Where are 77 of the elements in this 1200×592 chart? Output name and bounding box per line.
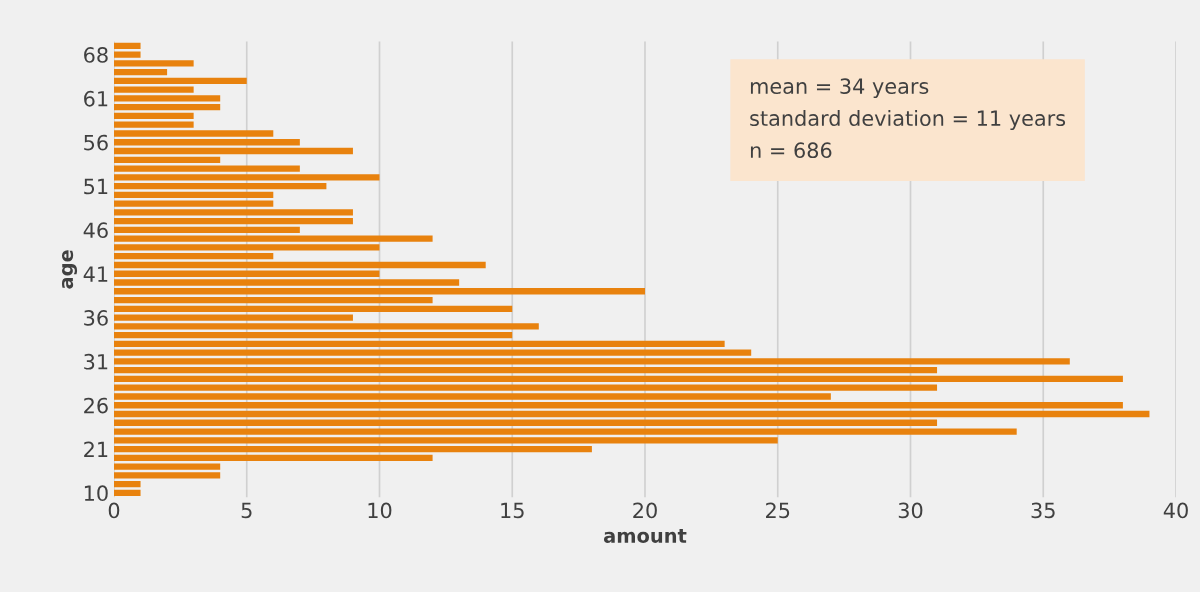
bar — [114, 463, 221, 470]
bar — [114, 489, 141, 497]
y-tick-label: 51 — [84, 178, 108, 195]
bar — [114, 42, 141, 49]
bar — [114, 77, 247, 85]
bar — [114, 130, 274, 137]
bar — [114, 209, 353, 216]
bar — [114, 182, 327, 190]
x-tick-label: 40 — [1163, 502, 1188, 519]
bar — [114, 86, 194, 93]
bar — [114, 165, 300, 172]
bar — [114, 174, 380, 181]
bar — [114, 147, 353, 155]
bar — [114, 480, 141, 488]
y-tick-label: 68 — [84, 47, 108, 63]
bar — [114, 314, 353, 321]
bar — [114, 60, 194, 67]
x-tick-label: 5 — [241, 502, 252, 519]
x-tick-label: 0 — [108, 502, 120, 519]
y-tick-label: 36 — [84, 310, 108, 326]
y-tick-label: 61 — [84, 90, 108, 107]
y-tick-label: 26 — [84, 397, 108, 414]
annotation: n = 686 — [750, 142, 832, 159]
x-tick-label: 30 — [898, 502, 923, 519]
bar — [114, 68, 168, 76]
bar — [114, 323, 539, 330]
bar — [114, 296, 433, 304]
bar — [114, 112, 194, 120]
x-axis-title: amount — [603, 528, 687, 543]
bar — [114, 340, 725, 348]
bar — [114, 384, 938, 391]
x-tick-label: 10 — [368, 502, 392, 519]
annotation: standard deviation = 11 years — [750, 109, 1066, 131]
bar — [114, 244, 380, 251]
y-tick-label: 10 — [84, 485, 108, 502]
bar — [114, 402, 1123, 409]
bar — [114, 358, 1070, 365]
bar — [114, 121, 194, 128]
annotation: mean = 34 years — [750, 78, 929, 99]
bar — [114, 349, 752, 356]
bar — [114, 191, 274, 198]
bar — [114, 393, 831, 400]
x-tick-label: 35 — [1031, 502, 1055, 519]
y-tick-label: 56 — [84, 134, 108, 151]
x-tick-label: 25 — [766, 502, 790, 519]
bar — [114, 139, 300, 146]
y-tick-label: 41 — [83, 266, 108, 282]
bar — [114, 367, 938, 374]
bar — [114, 235, 433, 242]
bar — [114, 104, 221, 111]
y-tick-label: 46 — [83, 222, 108, 239]
bar — [114, 419, 938, 426]
bar — [114, 95, 221, 102]
bar — [114, 445, 592, 453]
x-tick-label: 15 — [501, 502, 524, 519]
bar — [114, 217, 353, 225]
y-tick-label: 21 — [84, 441, 108, 457]
x-tick-label: 20 — [633, 502, 657, 519]
bar — [114, 375, 1123, 383]
bar — [114, 51, 141, 58]
bar — [114, 454, 433, 461]
bar — [114, 437, 778, 444]
bar — [114, 428, 1017, 435]
bar — [114, 472, 221, 479]
bar — [114, 288, 645, 295]
bar — [114, 226, 300, 234]
bar — [114, 253, 274, 260]
bar — [114, 270, 380, 277]
bar — [114, 261, 486, 269]
bar — [114, 331, 513, 339]
bar — [114, 410, 1150, 418]
y-tick-label: 31 — [84, 353, 108, 370]
bar — [114, 305, 513, 312]
bar — [114, 279, 460, 286]
bar — [114, 200, 274, 207]
y-axis-title: age — [61, 250, 78, 289]
bar — [114, 156, 221, 163]
